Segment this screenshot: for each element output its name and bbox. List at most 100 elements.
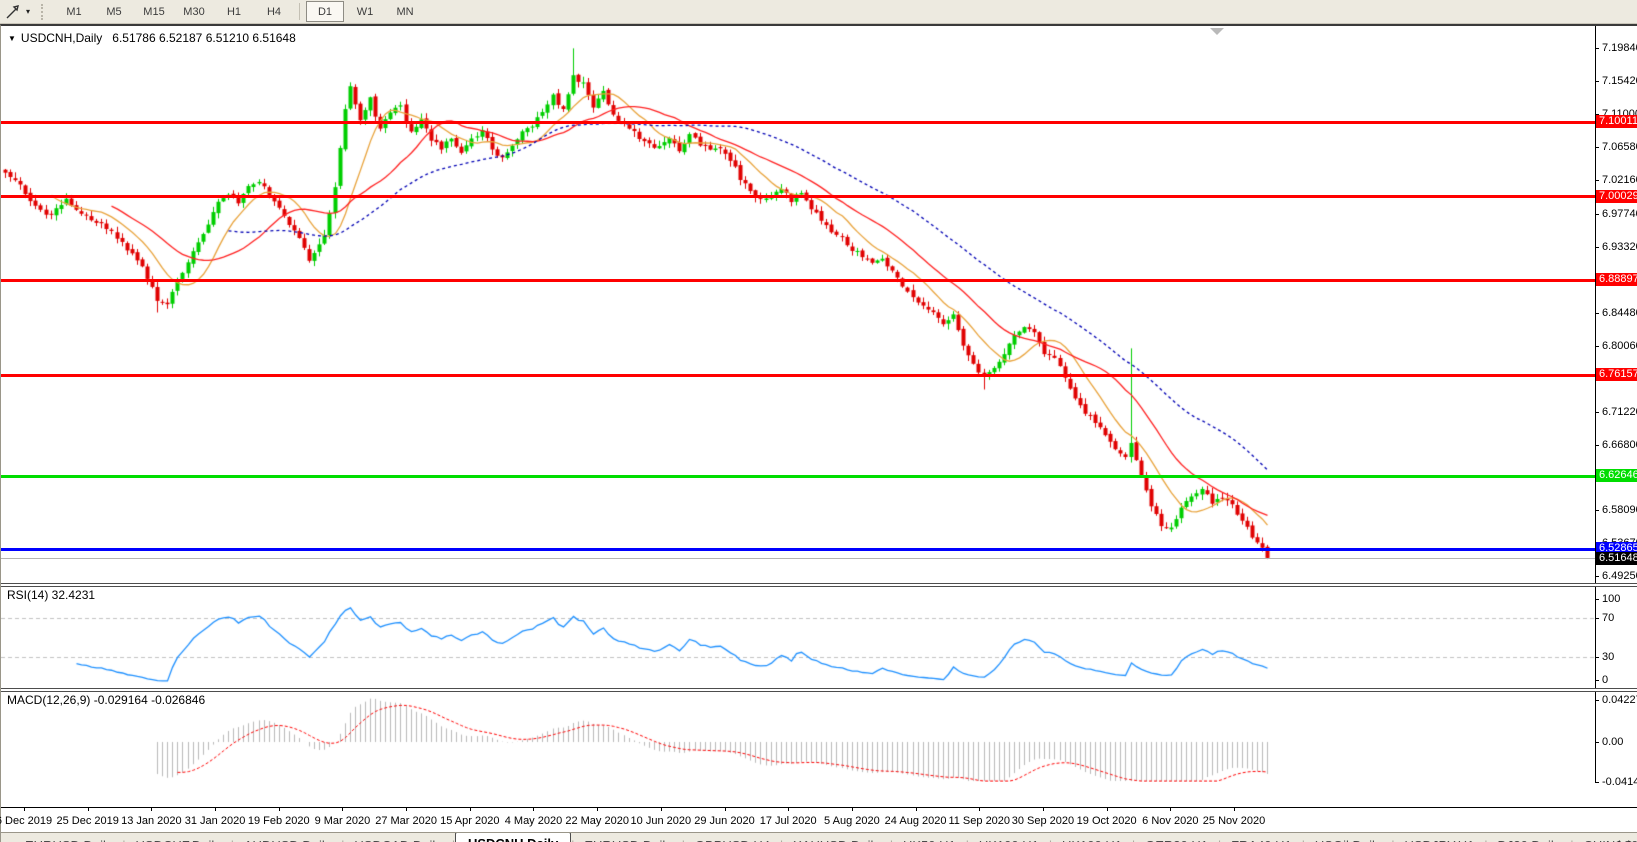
- date-tick-mark: [342, 808, 344, 811]
- chart-tab-eurusd-daily[interactable]: EURUSD,Daily: [15, 835, 122, 842]
- chart-tab-dj30-daily[interactable]: DJ30,Daily: [1487, 835, 1570, 842]
- price-tick-mark: [1595, 147, 1599, 149]
- chart-title: ▼ USDCNH,Daily 6.51786 6.52187 6.51210 6.5…: [8, 31, 296, 45]
- draw-tool-icon[interactable]: [3, 3, 23, 21]
- pane-splitter-macd[interactable]: [1, 688, 1637, 692]
- timeframe-button-m5[interactable]: M5: [106, 5, 122, 18]
- tab-divider: |: [682, 838, 685, 842]
- chart-tab-gbpusd-h4[interactable]: GBPUSD,H4: [685, 835, 780, 842]
- pane-splitter-rsi[interactable]: [1, 583, 1637, 587]
- date-tick-mark: [1042, 808, 1044, 811]
- chart-tab-uk100-h1[interactable]: UK100,H1: [969, 835, 1049, 842]
- timeframe-button-m30[interactable]: M30: [183, 5, 205, 18]
- tab-scroll-right-icon[interactable]: ▶: [1628, 838, 1635, 842]
- price-tick-label: 7.15420: [1602, 75, 1637, 88]
- price-tick-mark: [1595, 312, 1599, 314]
- price-tick-mark: [1595, 509, 1599, 511]
- timeframe-button-h4[interactable]: H4: [266, 5, 282, 18]
- date-tick-mark: [87, 808, 89, 811]
- date-tick-mark: [24, 808, 25, 811]
- hline-6.76157[interactable]: [1, 373, 1595, 377]
- date-label: 10 Jun 2020: [630, 815, 692, 827]
- rsi-tick-mark: [1595, 599, 1599, 600]
- date-label: 31 Jan 2020: [184, 815, 246, 827]
- macd-tick-mark: [1595, 700, 1599, 701]
- tab-divider: |: [1570, 838, 1573, 842]
- chart-tab-bar: EURUSD,Daily|USDCHF,Daily|AUDUSD,Daily|U…: [1, 832, 1637, 842]
- date-label: 19 Oct 2020: [1076, 815, 1137, 827]
- rsi-tick-label: 100: [1602, 593, 1621, 605]
- price-tick-label: 6.58090: [1602, 503, 1637, 516]
- tab-divider: |: [452, 838, 455, 842]
- date-tick-mark: [915, 808, 917, 811]
- hline-7.00029[interactable]: [1, 195, 1595, 199]
- price-tick-label: 6.84480: [1602, 306, 1637, 319]
- toolbar-separator: [299, 3, 300, 20]
- tab-divider: |: [341, 838, 344, 842]
- draw-tool-glyph: [6, 4, 19, 18]
- date-tick-mark: [1170, 808, 1172, 811]
- hline-7.10011[interactable]: [1, 120, 1595, 124]
- timeframe-button-d1[interactable]: D1: [306, 1, 344, 22]
- chart-tab-uk100-h1[interactable]: UK100,H1: [1052, 835, 1132, 842]
- chart-tab-hk50-h1[interactable]: HK50,H1: [893, 835, 966, 842]
- rsi-tick-label: 0: [1602, 674, 1609, 686]
- date-tick-mark: [278, 808, 280, 811]
- date-tick-mark: [215, 808, 217, 811]
- hline-6.62646[interactable]: [1, 474, 1595, 478]
- main-chart-canvas[interactable]: [1, 26, 1595, 583]
- date-tick-mark: [533, 808, 535, 811]
- date-tick-mark: [660, 808, 662, 811]
- macd-tick-mark: [1595, 742, 1599, 743]
- dropdown-caret-icon[interactable]: ▾: [25, 7, 30, 16]
- chart-tab-usdchf-daily[interactable]: USDCHF,Daily: [126, 835, 231, 842]
- timeframe-button-mn[interactable]: MN: [396, 5, 414, 18]
- price-tick-mark: [1595, 213, 1599, 215]
- tab-divider: |: [571, 838, 574, 842]
- timeframe-button-w1[interactable]: W1: [356, 5, 374, 18]
- chart-shift-marker[interactable]: [1210, 28, 1224, 35]
- tab-scroll-left-icon[interactable]: ◀: [1613, 838, 1620, 842]
- price-tick-label: 6.71220: [1602, 405, 1637, 418]
- date-label: 6 Nov 2020: [1142, 815, 1199, 827]
- macd-indicator-label: MACD(12,26,9) -0.029164 -0.026846: [7, 693, 206, 707]
- rsi-tick-mark: [1595, 680, 1599, 681]
- price-tick-label: 7.19840: [1602, 42, 1637, 55]
- chart-tab-xauusd-daily[interactable]: XAUUSD,Daily: [783, 835, 890, 842]
- date-tick-mark: [151, 808, 153, 811]
- timeframe-toolbar: ▾ M1 M5 M15 M30 H1 H4 D1 W1 MN: [0, 0, 1637, 24]
- timeframe-button-m15[interactable]: M15: [143, 5, 165, 18]
- chart-tab-china300-h1[interactable]: CHINA300,H1: [1573, 835, 1637, 842]
- price-tick-mark: [1595, 345, 1599, 347]
- date-tick-mark: [597, 808, 599, 811]
- macd-pane-canvas[interactable]: [1, 692, 1595, 782]
- rsi-tick-label: 30: [1602, 651, 1615, 663]
- hline-6.88897[interactable]: [1, 278, 1595, 282]
- chart-tab-audusd-daily[interactable]: AUDUSD,Daily: [234, 835, 341, 842]
- rsi-indicator-label: RSI(14) 32.4231: [7, 588, 96, 602]
- macd-tick-label: 0.042275: [1602, 694, 1637, 706]
- toolbar-grip[interactable]: [41, 3, 48, 20]
- chart-tab-eurusd-daily[interactable]: EURUSD,Daily: [574, 835, 681, 842]
- hline-6.52865[interactable]: [1, 547, 1595, 551]
- date-label: 5 Aug 2020: [824, 815, 880, 827]
- date-label: 9 Mar 2020: [314, 815, 371, 827]
- timeframe-buttons: M1 M5 M15 M30 H1 H4 D1 W1 MN: [54, 1, 425, 22]
- chart-tab-ger30-h1[interactable]: GER30,H1: [1135, 835, 1218, 842]
- tab-divider: |: [122, 838, 125, 842]
- collapse-triangle-icon[interactable]: ▼: [8, 34, 16, 43]
- hline-6.51648[interactable]: [1, 558, 1595, 560]
- chart-tab-usdjpy-h1[interactable]: USDJPY,H1: [1395, 835, 1485, 842]
- date-label: 25 Dec 2019: [56, 815, 119, 827]
- rsi-pane-canvas[interactable]: [1, 587, 1595, 689]
- chart-tab-usdcad-daily[interactable]: USDCAD,Daily: [344, 835, 451, 842]
- chart-tab-usoil-daily[interactable]: USOil,Daily: [1305, 835, 1391, 842]
- timeframe-button-m1[interactable]: M1: [66, 5, 82, 18]
- price-tick-mark: [1595, 246, 1599, 248]
- chart-tabs: EURUSD,Daily|USDCHF,Daily|AUDUSD,Daily|U…: [15, 833, 1637, 842]
- timeframe-button-h1[interactable]: H1: [226, 5, 242, 18]
- tab-scroll-arrows: ◀ ▶: [1613, 838, 1635, 842]
- chart-tab-fra40-h1[interactable]: FRA40,H1: [1221, 835, 1302, 842]
- chart-tab-usdcnh-daily[interactable]: USDCNH,Daily: [454, 833, 572, 842]
- macd-tick-label: 0.00: [1602, 736, 1624, 748]
